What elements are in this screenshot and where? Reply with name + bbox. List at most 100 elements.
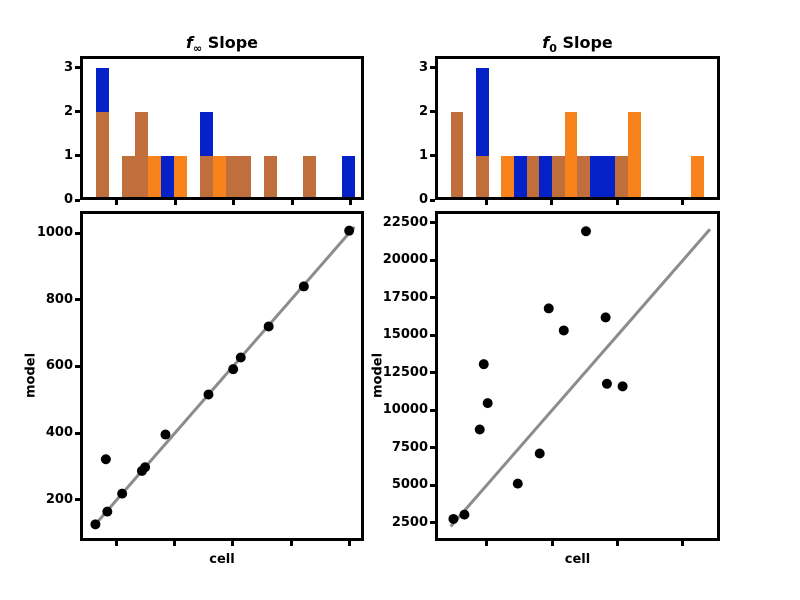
y-tick-label: 400 <box>45 425 73 441</box>
y-tick-label: 10000 <box>382 402 428 418</box>
x-axis-label: cell <box>209 552 235 567</box>
axes-f0-slope-histogram <box>435 56 720 200</box>
x-axis-tick <box>615 200 619 205</box>
y-tick-label: 200 <box>45 491 73 507</box>
scatter-point <box>534 448 545 459</box>
scatter-point <box>203 389 214 400</box>
axes-finf-scatter <box>80 211 364 541</box>
y-axis-label: model <box>23 352 39 399</box>
scatter-point <box>160 429 171 440</box>
title-text: Slope <box>556 33 613 52</box>
y-tick-label: 1 <box>418 147 428 163</box>
scatter-point <box>448 513 459 524</box>
x-axis-tick <box>173 541 177 546</box>
histogram-bar-segment <box>199 111 213 156</box>
histogram-bar-segment <box>160 155 174 200</box>
scatter-point <box>100 454 111 465</box>
y-tick-label: 17500 <box>382 289 428 305</box>
histogram-bar-segment <box>476 67 489 156</box>
x-axis-tick <box>347 541 351 546</box>
histogram-bar-segment <box>615 155 629 200</box>
histogram-bar-segment <box>526 155 540 200</box>
scatter-point <box>482 398 493 409</box>
y-axis-tick <box>75 298 80 302</box>
histogram-bar-segment <box>628 111 641 200</box>
scatter-point <box>512 478 523 489</box>
y-tick-label: 3 <box>63 59 73 75</box>
y-tick-label: 0 <box>418 192 428 207</box>
y-axis-tick <box>430 198 435 202</box>
y-axis-tick <box>75 431 80 435</box>
scatter-plot-canvas <box>448 226 712 528</box>
histogram-bar-segment <box>264 155 278 200</box>
fit-line <box>449 228 712 528</box>
scatter-point <box>90 519 101 530</box>
y-axis-tick <box>430 371 435 375</box>
scatter-point <box>298 281 309 292</box>
title-subscript: 0 <box>549 42 557 56</box>
fit-line <box>91 226 356 529</box>
histogram-bar-segment <box>121 155 135 200</box>
histogram-bar-segment <box>96 67 109 112</box>
x-axis-tick <box>485 541 489 546</box>
y-axis-tick <box>430 408 435 412</box>
x-axis-tick <box>550 541 554 546</box>
y-tick-label: 2500 <box>391 514 428 530</box>
scatter-point <box>228 364 239 375</box>
x-axis-tick <box>681 541 685 546</box>
axes-f0-scatter <box>435 211 720 541</box>
axes-finf-slope-histogram <box>80 56 364 200</box>
y-tick-label: 22500 <box>382 214 428 230</box>
scatter-point <box>102 506 113 517</box>
x-axis-tick <box>173 200 177 205</box>
y-tick-label: 3 <box>418 59 428 75</box>
x-axis-tick <box>115 541 119 546</box>
y-tick-label: 7500 <box>391 439 428 455</box>
y-tick-label: 1 <box>63 147 73 163</box>
x-axis-tick <box>550 200 554 205</box>
x-axis-tick <box>289 541 293 546</box>
scatter-point <box>558 325 569 336</box>
y-axis-tick <box>75 231 80 235</box>
histogram-bar-segment <box>564 111 578 200</box>
title-subscript: ∞ <box>192 42 203 56</box>
plot-title: f∞ Slope <box>80 33 364 59</box>
y-tick-label: 1000 <box>36 225 73 241</box>
scatter-point <box>235 352 246 363</box>
x-axis-tick <box>485 200 489 205</box>
scatter-point <box>474 424 485 435</box>
scatter-point <box>140 462 151 473</box>
histogram-bar-segment <box>199 155 213 200</box>
histogram-bar-segment <box>225 155 239 200</box>
scatter-point <box>617 381 628 392</box>
scatter-point <box>601 378 612 389</box>
x-axis-label: cell <box>564 552 591 567</box>
y-axis-tick <box>430 66 435 70</box>
y-tick-label: 2 <box>63 103 73 119</box>
y-axis-tick <box>430 446 435 450</box>
y-axis-tick <box>430 154 435 158</box>
x-axis-tick <box>231 541 235 546</box>
y-axis-tick <box>75 498 80 502</box>
scatter-point <box>478 359 489 370</box>
histogram-bar-segment <box>552 155 565 200</box>
y-tick-label: 800 <box>45 291 73 307</box>
histogram-bar-segment <box>539 155 553 200</box>
histogram-bar-segment <box>96 111 109 200</box>
scatter-point <box>459 509 470 520</box>
plot-title: f0 Slope <box>435 33 720 59</box>
y-axis-label: model <box>370 352 386 399</box>
x-axis-tick <box>115 200 119 205</box>
y-axis-tick <box>75 154 80 158</box>
histogram-bar-segment <box>450 111 464 200</box>
x-axis-tick <box>348 200 352 205</box>
x-axis-tick <box>290 200 294 205</box>
y-axis-tick <box>430 521 435 525</box>
scatter-point <box>263 321 274 332</box>
histogram-bar-segment <box>173 155 187 200</box>
histogram-bar-segment <box>212 155 226 200</box>
title-text: Slope <box>202 33 258 52</box>
x-axis-tick <box>681 200 685 205</box>
histogram-bars <box>435 56 720 200</box>
